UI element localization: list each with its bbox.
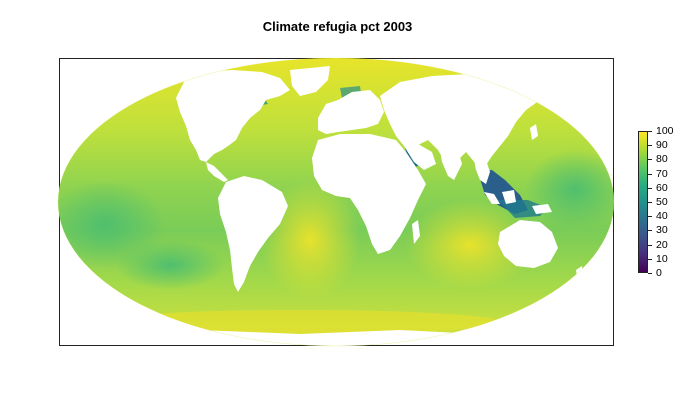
legend-tick-label: 50 <box>656 196 668 208</box>
legend-tick-mark <box>648 216 652 218</box>
africa-land <box>312 134 426 254</box>
legend-tick-mark <box>648 173 652 175</box>
legend-tick-label: 20 <box>656 238 668 251</box>
legend-tick-mark <box>648 187 652 189</box>
legend-tick-mark <box>648 258 652 260</box>
legend-tick-label: 30 <box>656 224 668 237</box>
sumatra-land <box>484 192 500 204</box>
pacific-east-patch <box>525 150 614 230</box>
legend-tick-mark <box>648 131 652 132</box>
legend-tick-label: 90 <box>656 139 668 152</box>
legend-tick-label: 0 <box>656 267 662 279</box>
legend-tick-mark <box>648 202 652 203</box>
greenland-land <box>290 66 330 96</box>
india-land <box>440 150 462 180</box>
legend-tick-mark <box>648 159 652 161</box>
legend-tick-label: 80 <box>656 153 668 166</box>
legend-tick-label: 10 <box>656 252 668 265</box>
legend-tick-label: 70 <box>656 167 668 180</box>
south-pacific-patch <box>115 240 225 290</box>
legend-tick-mark <box>648 145 652 147</box>
legend-tick-mark <box>648 244 652 246</box>
japan-land <box>530 124 538 140</box>
arabia-land <box>404 144 436 170</box>
legend-tick-label: 40 <box>656 210 668 223</box>
color-legend-bar <box>638 131 648 273</box>
australia-land <box>498 220 558 268</box>
map-outline <box>57 57 615 347</box>
indian-ocean-patch <box>405 200 535 290</box>
europe-land <box>318 90 384 134</box>
indonesia-teal <box>498 200 548 218</box>
central-america-land <box>206 162 228 182</box>
legend-tick-label: 60 <box>656 181 668 194</box>
asia-land <box>380 74 552 168</box>
new-guinea-land <box>532 204 552 214</box>
north-america-land <box>176 70 290 162</box>
southeast-asia-land <box>474 160 490 184</box>
chart-title: Climate refugia pct 2003 <box>262 19 413 34</box>
borneo-land <box>502 190 516 204</box>
legend-tick-mark <box>648 230 652 232</box>
south-america-land <box>218 176 288 292</box>
legend-tick-mark <box>648 273 652 274</box>
legend-tick-label: 100 <box>656 125 674 137</box>
madagascar-land <box>412 220 420 244</box>
